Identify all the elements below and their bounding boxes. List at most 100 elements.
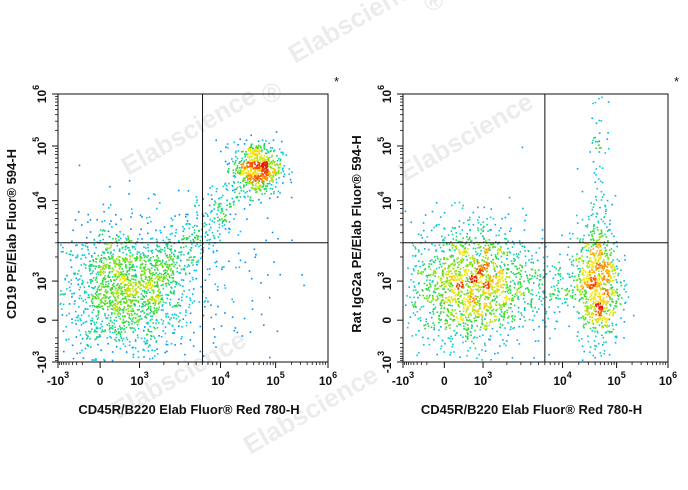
event-dot	[590, 231, 592, 233]
event-dot	[129, 239, 131, 242]
event-dot	[611, 300, 613, 303]
event-dot	[89, 305, 91, 307]
event-dot	[587, 305, 589, 307]
event-dot	[131, 320, 133, 322]
event-dot	[126, 276, 129, 278]
event-dot	[85, 242, 87, 245]
event-dot	[466, 259, 468, 261]
event-dot	[77, 279, 79, 281]
event-dot	[228, 202, 231, 205]
event-dot	[466, 278, 469, 281]
event-dot	[414, 303, 416, 305]
event-dot	[282, 153, 284, 155]
event-dot	[134, 281, 136, 284]
event-dot	[602, 325, 605, 328]
event-dot	[598, 119, 601, 122]
event-dot	[131, 266, 134, 268]
event-dot	[107, 276, 110, 278]
event-dot	[257, 172, 259, 175]
event-dot	[422, 271, 424, 273]
event-dot	[252, 159, 255, 161]
event-dot	[124, 331, 126, 333]
event-dot	[279, 166, 281, 169]
event-dot	[130, 302, 132, 304]
event-dot	[531, 275, 534, 277]
event-dot	[597, 178, 600, 180]
event-dot	[449, 249, 452, 252]
event-dot	[201, 228, 203, 231]
event-dot	[532, 310, 534, 312]
event-dot	[124, 289, 126, 291]
event-dot	[500, 311, 503, 313]
event-dot	[542, 269, 545, 272]
event-dot	[146, 342, 148, 345]
event-dot	[476, 278, 479, 281]
event-dot	[585, 301, 588, 303]
event-dot	[554, 274, 557, 276]
event-dot	[272, 159, 274, 162]
event-dot	[168, 264, 170, 266]
event-dot	[141, 298, 144, 301]
event-dot	[251, 156, 253, 158]
event-dot	[155, 264, 158, 267]
event-dot	[141, 216, 143, 218]
event-dot	[510, 280, 512, 283]
event-dot	[472, 211, 475, 214]
event-dot	[434, 288, 436, 290]
event-dot	[169, 256, 172, 258]
event-dot	[147, 307, 149, 310]
event-dot	[125, 290, 128, 292]
event-dot	[285, 154, 288, 156]
event-dot	[83, 254, 85, 256]
event-dot	[222, 213, 225, 215]
event-dot	[259, 186, 261, 188]
event-dot	[162, 322, 164, 325]
event-dot	[615, 323, 617, 326]
event-dot	[485, 276, 488, 279]
event-dot	[118, 309, 121, 312]
event-dot	[437, 298, 439, 300]
event-dot	[134, 275, 136, 278]
event-dot	[599, 206, 601, 209]
event-dot	[246, 153, 248, 156]
event-dot	[588, 319, 591, 321]
event-dot	[244, 168, 247, 170]
event-dot	[143, 356, 145, 358]
event-dot	[114, 275, 117, 277]
event-dot	[60, 251, 63, 253]
event-dot	[102, 281, 104, 283]
event-dot	[228, 168, 230, 170]
event-dot	[80, 314, 83, 317]
event-dot	[251, 186, 253, 189]
event-dot	[185, 238, 188, 241]
event-dot	[159, 248, 162, 251]
event-dot	[614, 291, 616, 294]
event-dot	[557, 306, 559, 308]
event-dot	[489, 249, 491, 251]
event-dot	[516, 289, 519, 292]
event-dot	[471, 265, 474, 267]
event-dot	[414, 301, 417, 303]
event-dot	[227, 147, 229, 149]
event-dot	[228, 260, 230, 263]
event-dot	[566, 298, 568, 300]
event-dot	[469, 304, 471, 307]
event-dot	[180, 259, 182, 262]
event-dot	[78, 164, 81, 167]
event-dot	[107, 297, 110, 300]
event-dot	[137, 336, 139, 339]
event-dot	[529, 274, 531, 276]
event-dot	[108, 305, 111, 307]
event-dot	[161, 264, 163, 266]
event-dot	[597, 274, 600, 276]
event-dot	[584, 290, 587, 293]
event-dot	[118, 301, 121, 303]
event-dot	[106, 285, 108, 288]
event-dot	[159, 262, 162, 265]
event-dot	[146, 309, 148, 311]
event-dot	[84, 256, 87, 259]
event-dot	[504, 291, 506, 293]
event-dot	[95, 273, 98, 275]
event-dot	[593, 232, 596, 235]
event-dot	[589, 327, 592, 330]
